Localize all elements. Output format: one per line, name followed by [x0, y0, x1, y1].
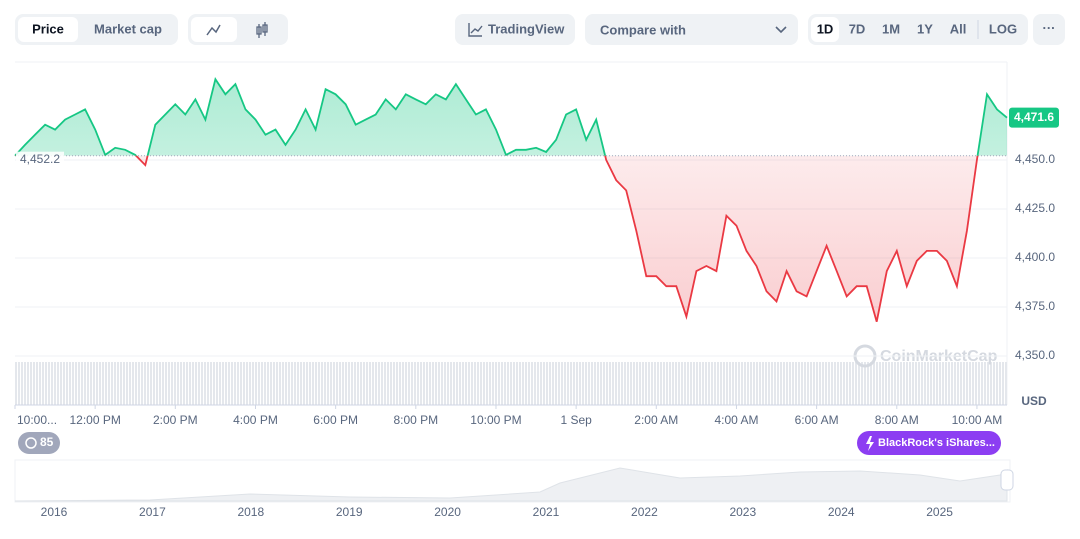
select-label[interactable]: Compare with [600, 22, 686, 37]
y-tick-label: 4,375.0 [1015, 299, 1055, 313]
tradingview-button[interactable] [455, 14, 575, 45]
year-label: 2017 [139, 505, 166, 519]
news-badge[interactable] [857, 431, 1001, 455]
range-buttons: 1D 7D 1M 1Y All LOG [817, 21, 1017, 36]
year-label: 2022 [631, 505, 658, 519]
tab[interactable]: Market cap [94, 21, 162, 36]
bolt-icon [866, 436, 874, 451]
y-tick-label: 4,400.0 [1015, 250, 1055, 264]
events-count[interactable]: 85 [40, 435, 54, 449]
range-group [808, 14, 1028, 45]
year-label: 2024 [828, 505, 855, 519]
clock-icon [25, 437, 37, 449]
x-tick-label: 12:00 PM [69, 413, 120, 427]
line-icon [206, 24, 221, 36]
candle-icon[interactable] [256, 22, 268, 38]
year-label: 2023 [729, 505, 756, 519]
navigator-years: 2016 2017 2018 2019 2020 2021 2022 2023 2024 2025 [41, 505, 954, 519]
x-tick-label: 4:00 AM [714, 413, 758, 427]
x-tick-label: 10:00 AM [952, 413, 1003, 427]
year-label: 2018 [237, 505, 264, 519]
x-tick-label: 6:00 AM [795, 413, 839, 427]
x-tick-label: 1 Sep [560, 413, 592, 427]
year-label: 2019 [336, 505, 363, 519]
last-price-tag [1009, 107, 1059, 128]
x-tick-label: 2:00 AM [634, 413, 678, 427]
watermark: CoinMarketCap [880, 348, 998, 365]
year-label: 2020 [434, 505, 461, 519]
range-button[interactable]: 1Y [917, 21, 933, 36]
more-button[interactable] [1033, 14, 1065, 45]
range-active[interactable] [811, 17, 839, 42]
x-tick-label: 10:00... [17, 413, 57, 427]
events-badge[interactable] [18, 432, 60, 454]
more-label[interactable]: ··· [1043, 20, 1056, 35]
tab-active[interactable] [18, 17, 78, 42]
tv-icon [468, 23, 483, 37]
button-label[interactable]: TradingView [488, 21, 565, 36]
news-label[interactable]: BlackRock's iShares... [878, 437, 995, 449]
x-tick-label: 8:00 AM [875, 413, 919, 427]
year-label: 2021 [533, 505, 560, 519]
x-tick-label: 4:00 PM [233, 413, 278, 427]
tab[interactable]: Price [32, 21, 64, 36]
y-tick-label: 4,425.0 [1015, 201, 1055, 215]
x-tick-label: 10:00 PM [470, 413, 521, 427]
x-tick-label: 8:00 PM [393, 413, 438, 427]
compare-select[interactable] [585, 14, 798, 45]
x-tick-label: 2:00 PM [153, 413, 198, 427]
line-up [14, 76, 1008, 156]
x-tick-label: 6:00 PM [313, 413, 358, 427]
range-button[interactable]: 7D [849, 21, 866, 36]
baseline-label: 4,452.2 [20, 152, 60, 166]
range-button[interactable]: 1D [817, 21, 834, 36]
currency: USD [1021, 394, 1047, 408]
range-button[interactable]: LOG [989, 21, 1017, 36]
line-down [14, 155, 979, 322]
area-down [15, 155, 978, 322]
chevron [775, 26, 787, 34]
year-label: 2025 [926, 505, 953, 519]
year-label: 2016 [41, 505, 68, 519]
volume-band [15, 362, 1007, 405]
range-button[interactable]: All [950, 21, 967, 36]
baseline-tag [16, 151, 64, 168]
navigator-handle[interactable] [1000, 469, 1014, 491]
area-up [15, 79, 1007, 156]
last-price-label: 4,471.6 [1014, 110, 1054, 124]
y-tick-label: 4,450.0 [1015, 152, 1055, 166]
range-button[interactable]: 1M [882, 21, 900, 36]
y-tick-label: 4,350.0 [1015, 348, 1055, 362]
